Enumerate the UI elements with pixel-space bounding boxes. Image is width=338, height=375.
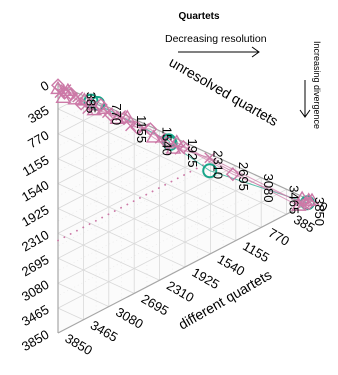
tick-label-left: 770 [25, 127, 51, 151]
tick-label-top: 385 [83, 92, 98, 114]
tick-label-left: 3080 [19, 277, 52, 304]
tick-label-left: 2310 [19, 227, 52, 254]
tick-label-top: 3080 [261, 174, 276, 203]
data-point-cross [54, 87, 66, 99]
tick-label-left: 3465 [19, 302, 52, 329]
grid-layer [57, 84, 312, 333]
grid-line [57, 257, 135, 294]
grid-line [57, 307, 84, 321]
minor-grid-line [57, 183, 275, 296]
tick-label-top: 2310 [210, 150, 225, 179]
grid-line [57, 142, 186, 209]
data-point-cross [125, 120, 137, 132]
data-point-cross [204, 152, 216, 164]
tick-label-top: 770 [109, 103, 124, 125]
arrow-top-icon [178, 46, 260, 58]
tick-label-left: 1155 [20, 152, 52, 179]
tick-label-left: 385 [25, 103, 51, 127]
tick-label-right: 770 [266, 225, 292, 249]
axis-label-top: unresolved quartets [167, 54, 281, 129]
data-point-diamond [83, 97, 98, 112]
tick-label-top: 2695 [236, 162, 251, 191]
data-point-cross [72, 91, 84, 103]
data-point-cross [296, 198, 308, 210]
grid-line [57, 165, 236, 259]
data-point-cross [174, 143, 186, 155]
grid-line [57, 107, 109, 135]
grid-line [57, 158, 236, 241]
tick-label-right: 1540 [215, 251, 248, 278]
chart-title: Quartets [178, 11, 220, 22]
arrow-label-top: Decreasing resolution [165, 33, 267, 45]
grid-line [57, 282, 109, 307]
data-point-circle [202, 163, 218, 179]
tick-label-left: 1540 [19, 177, 52, 204]
tick-label-right: 3465 [88, 317, 121, 344]
grid-line [57, 118, 135, 160]
minor-grid-line [57, 136, 173, 197]
tick-label-right: 2310 [164, 278, 197, 305]
minor-grid-line [57, 124, 148, 172]
tick-label-top: 3850 [312, 197, 327, 226]
tick-label-right: 1155 [240, 238, 272, 265]
grid-line [57, 130, 160, 184]
tick-label-left: 2695 [19, 252, 52, 279]
data-point-diamond [64, 86, 79, 101]
tick-label-top: 1540 [160, 127, 175, 156]
series-layer [50, 78, 320, 242]
data-point-diamond [298, 196, 313, 211]
tick-label-top: 1925 [185, 139, 200, 168]
data-point-cross [154, 132, 166, 144]
tick-label-right: 2695 [139, 291, 172, 318]
tick-label-right: 1925 [190, 265, 223, 292]
tick-label-left: 0 [38, 78, 52, 95]
data-point-cross [82, 103, 94, 115]
arrow-right-icon [299, 80, 311, 118]
data-point-diamond [74, 96, 89, 111]
tick-label-top: 1155 [134, 115, 149, 143]
data-point-cross [101, 107, 113, 119]
data-point-cross [60, 84, 72, 96]
tick-label-right: 3080 [113, 304, 146, 331]
arrow-label-right: Increasing divergence [312, 41, 322, 129]
tick-label-left: 1925 [19, 202, 52, 229]
tick-label-right: 3850 [63, 331, 96, 358]
grid-line [57, 208, 186, 268]
data-point-diamond [225, 167, 240, 182]
tick-label-left: 3850 [19, 327, 52, 354]
dotted-reference-line [57, 156, 219, 242]
data-point-cross [115, 109, 127, 121]
triangle-edge [57, 200, 313, 334]
data-point-triangle [96, 100, 113, 115]
data-point-diamond [143, 122, 158, 137]
grid-line [57, 233, 160, 281]
tick-label-top: 3465 [287, 185, 302, 214]
data-point-cross [138, 123, 150, 135]
